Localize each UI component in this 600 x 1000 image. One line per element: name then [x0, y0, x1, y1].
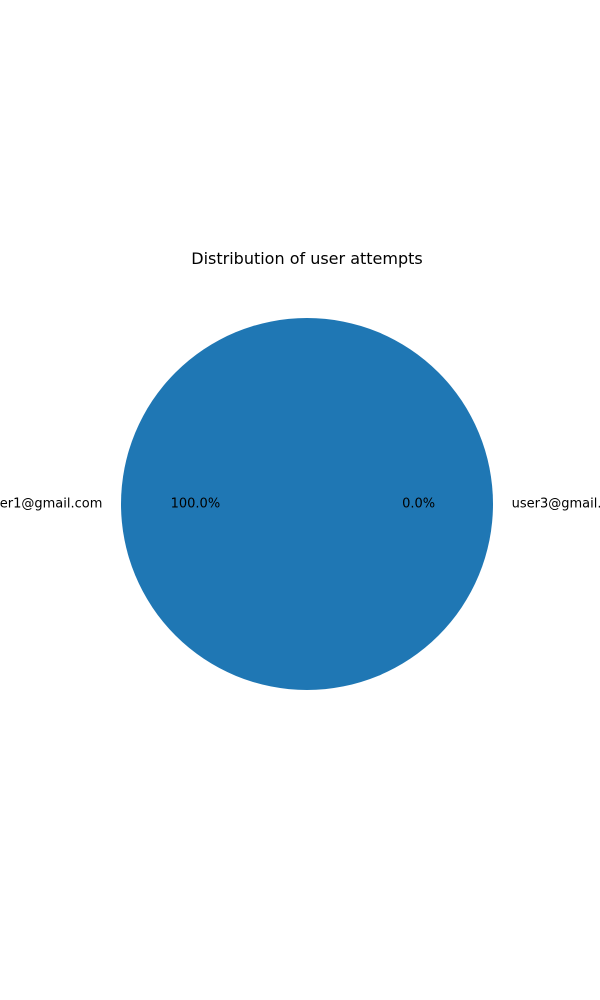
slice-percent-label-2: 0.0%: [402, 497, 435, 512]
chart-title: Distribution of user attempts: [191, 249, 422, 268]
pie-group: user1@gmail.com 100.0% user3@gmail.com 0.0%: [0, 318, 600, 690]
pie-slice-1: [121, 318, 493, 690]
slice-label-1: user1@gmail.com: [0, 497, 102, 512]
slice-label-2: user3@gmail.com: [512, 497, 600, 512]
slice-percent-label-1: 100.0%: [171, 497, 221, 512]
